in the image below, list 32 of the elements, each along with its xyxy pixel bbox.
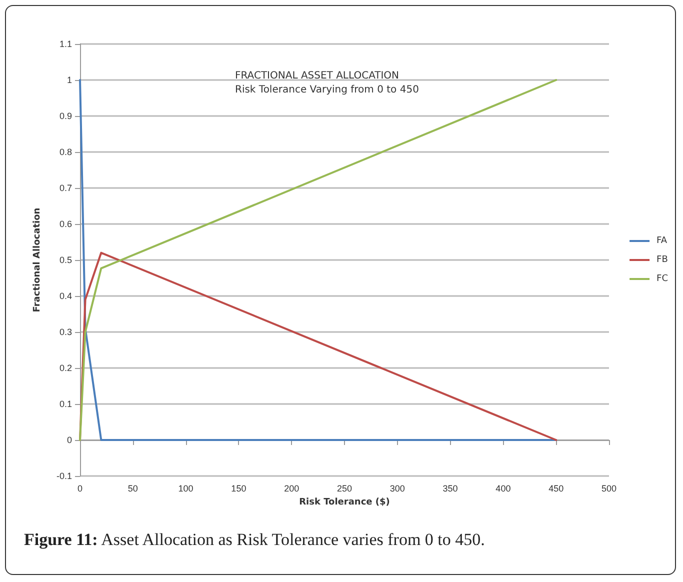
y-tick-label: 0 [66, 435, 72, 445]
y-tick-label: 0.2 [59, 363, 72, 373]
x-tick-label: 100 [178, 484, 194, 494]
x-tick-label: 50 [128, 484, 138, 494]
x-tick-label: 400 [496, 484, 511, 494]
text: FRACTIONAL ASSET ALLOCATION [235, 70, 400, 82]
y-tick-label: 0.1 [59, 399, 72, 409]
y-tick-label: 0.6 [59, 219, 72, 229]
y-tick-label: 0.8 [59, 147, 72, 157]
x-tick-label: 150 [231, 484, 246, 494]
y-tick-label: 0.9 [59, 111, 72, 121]
y-tick-label: 0.4 [59, 291, 72, 301]
x-tick-label: 350 [442, 484, 458, 494]
x-tick-label: 300 [390, 484, 405, 494]
x-tick-label: 250 [336, 484, 352, 494]
caption: Figure 11: Asset Allocation as Risk Tolerance varies from 0 to 450. [24, 530, 485, 549]
legend-label: FB [656, 255, 668, 265]
x-tick-label: 200 [284, 484, 300, 494]
y-tick-label: 1 [66, 75, 72, 85]
text: Risk Tolerance Varying from 0 to 450 [235, 84, 419, 96]
legend-label: FC [656, 274, 668, 284]
x-axis-title: Risk Tolerance ($) [299, 497, 390, 508]
y-axis-title: Fractional Allocation [32, 208, 42, 312]
y-tick-label: 0.7 [59, 183, 72, 193]
y-tick-label: 1.1 [59, 39, 72, 49]
legend-label: FA [656, 236, 668, 246]
y-tick-label: 0.3 [59, 327, 72, 337]
x-tick-label: 500 [601, 484, 617, 494]
y-tick-label: 0.5 [59, 255, 72, 265]
y-tick-label: -0.1 [56, 471, 72, 481]
x-tick-label: 450 [548, 484, 564, 494]
x-tick-label: 0 [77, 484, 83, 494]
